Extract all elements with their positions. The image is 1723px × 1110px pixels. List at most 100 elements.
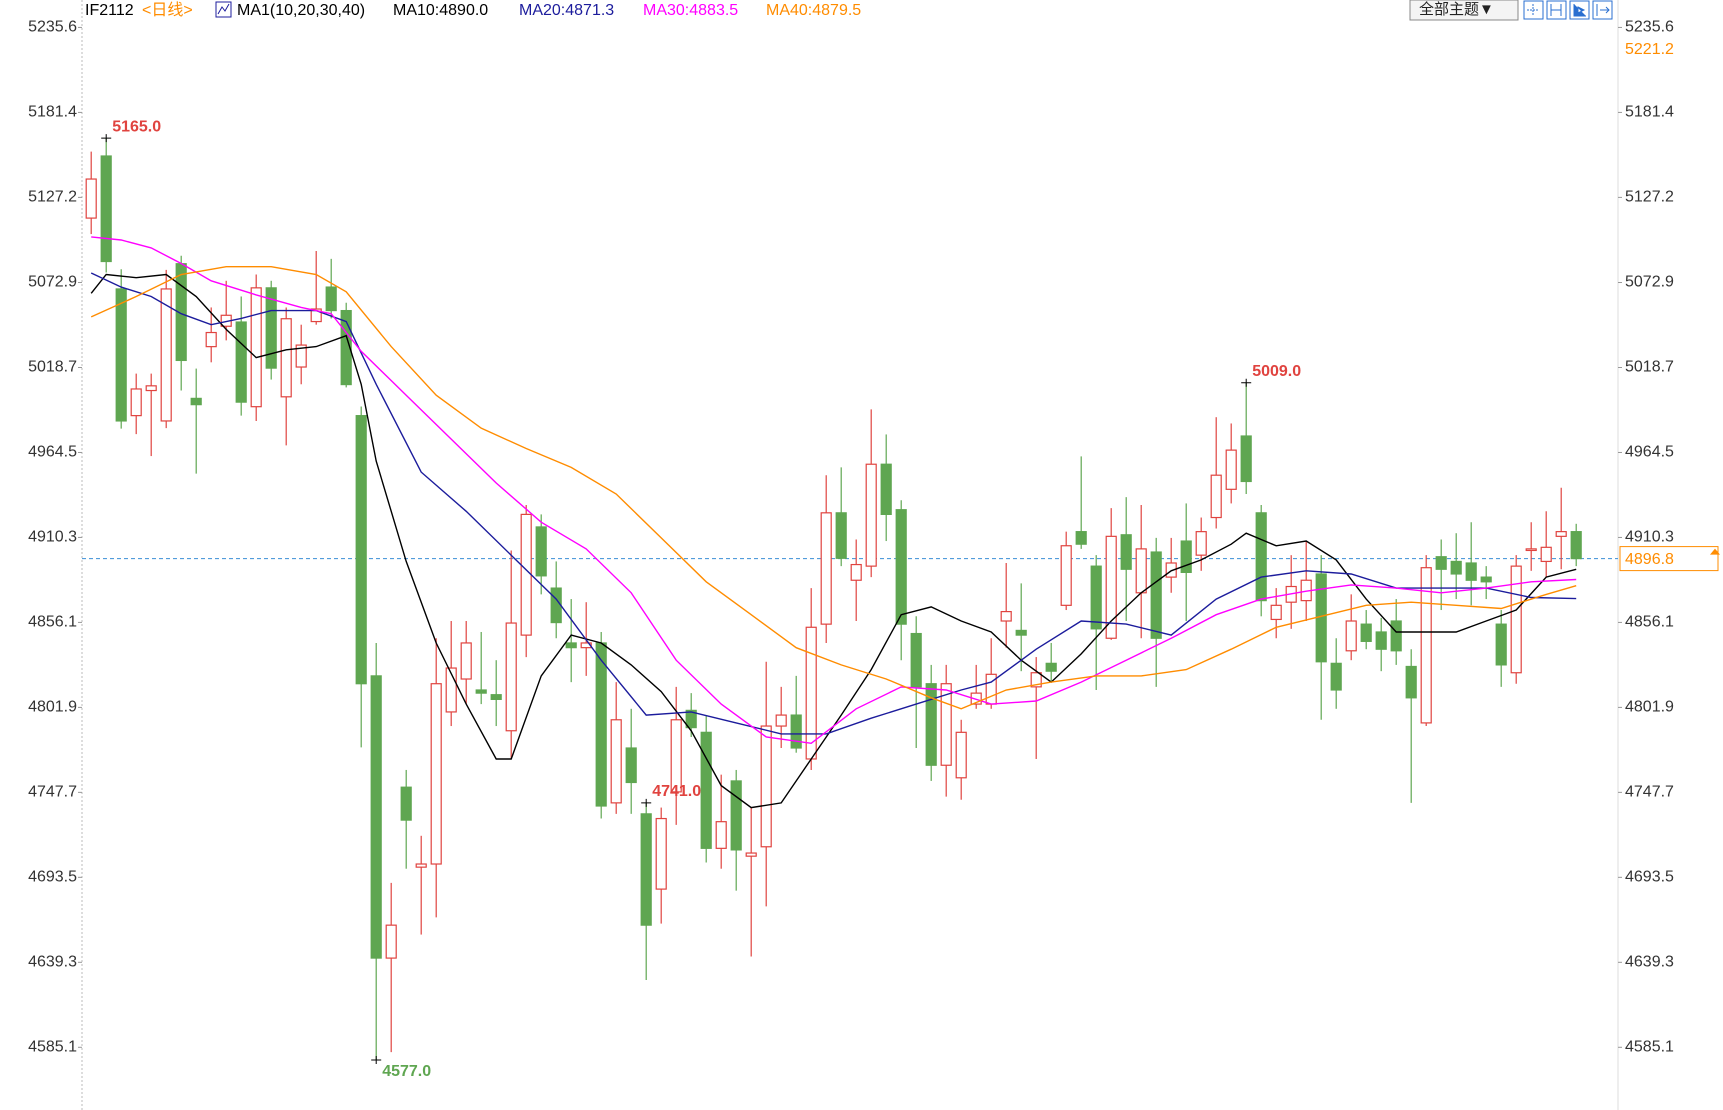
candle-body [715,821,727,849]
candle-body [280,318,292,398]
candle-body [1000,610,1012,622]
extreme-marker [101,134,112,143]
candle-body [955,731,967,779]
candle-body [895,509,907,625]
candle-body [580,642,592,649]
candle-body [1060,545,1072,606]
y-tick-label: 5018.7 [28,359,77,376]
candle-body [760,725,772,848]
candle-body [1450,560,1462,575]
candle-body [85,178,97,219]
candle-body [145,385,157,392]
candle-body [940,683,952,766]
candle-body [160,288,172,422]
candle-body [1495,623,1507,666]
last-price-label: 4896.8 [1625,551,1674,568]
candle-body [550,587,562,624]
candle-body [805,626,817,760]
candle-body [265,287,277,369]
candle-body [1435,556,1447,570]
theme-button[interactable]: 全部主题▼ [1409,0,1519,21]
candle-body [1405,665,1417,699]
candle-body [925,683,937,766]
candle-body [430,683,442,865]
y-tick-label: 4910.3 [28,529,77,546]
y-tick-label: 4856.1 [28,614,77,631]
candle-body [745,852,757,857]
candle-body [250,287,262,408]
candle-body [385,924,397,959]
candle-body [610,719,622,804]
last-price-box [1619,546,1719,572]
y2-tick-label: 4639.3 [1625,954,1674,971]
candle-body [535,526,547,577]
candle-body [1045,662,1057,672]
y2-tick-label: 5181.4 [1625,104,1674,121]
candle-body [1420,567,1432,724]
period: <日线> [142,1,193,19]
candle-body [1510,565,1522,674]
candle-body [205,331,217,348]
indicator-icon [215,1,232,18]
toolbar-icons[interactable] [1523,0,1613,20]
candle-body [730,780,742,851]
theme-button-label[interactable]: 全部主题▼ [1419,0,1494,18]
y2-tick-label: 4964.5 [1625,444,1674,461]
y-tick-label: 5127.2 [28,189,77,206]
candle-body [595,642,607,807]
candle-body [1090,565,1102,630]
candle-body [445,667,457,713]
candle-body [1225,449,1237,490]
candle-body [1030,672,1042,688]
candle-body [685,709,697,729]
y-tick-label: 4693.5 [28,869,77,886]
candle-body [790,714,802,749]
symbol: IF2112 [85,2,134,19]
candle-body [100,155,112,263]
candle-body [130,388,142,417]
candle-body [1570,531,1582,560]
y2-tick-label: 4801.9 [1625,699,1674,716]
ma-line [90,266,1577,710]
candle-body [1360,623,1372,642]
candle-body [370,675,382,959]
candle-body [1555,531,1567,537]
legend-item: MA20:4871.3 [519,2,614,19]
candle-body [475,689,487,694]
candle-body [865,463,877,567]
candle-body [850,563,862,581]
legend-item: MA10:4890.0 [393,2,488,19]
last-price-arrow [1710,548,1720,555]
ma-line [91,236,1577,745]
indicator: MA1(10,20,30,40) [237,2,365,19]
candle-body [1330,662,1342,691]
candle-body [310,308,322,323]
legend-item: MA30:4883.5 [643,2,738,19]
extreme-marker [371,1055,382,1064]
candle-body [340,309,352,386]
candle-body [190,397,202,406]
candle-body [640,813,652,926]
y2-tick-label: 4693.5 [1625,869,1674,886]
candle-body [1135,548,1147,594]
candle-body [1270,604,1282,621]
candle-body [1255,512,1267,602]
candle-body [460,642,472,680]
y-tick-label: 5235.6 [28,19,77,36]
candle-body [1105,535,1117,639]
y-tick-label: 4964.5 [28,444,77,461]
y2-tick-label: 5072.9 [1625,274,1674,291]
candle-body [1240,435,1252,483]
extreme-label: 4741.0 [652,783,701,800]
candle-body [490,694,502,700]
y2-tick-label: 5018.7 [1625,359,1674,376]
candle-body [400,786,412,821]
y2-tick-label: 5127.2 [1625,189,1674,206]
candle-body [1540,546,1552,563]
candle-body [1120,534,1132,570]
y-tick-label: 5181.4 [28,104,77,121]
legend-item: MA40:4879.5 [766,2,861,19]
candle-body [1525,548,1537,552]
candle-body [1375,631,1387,650]
